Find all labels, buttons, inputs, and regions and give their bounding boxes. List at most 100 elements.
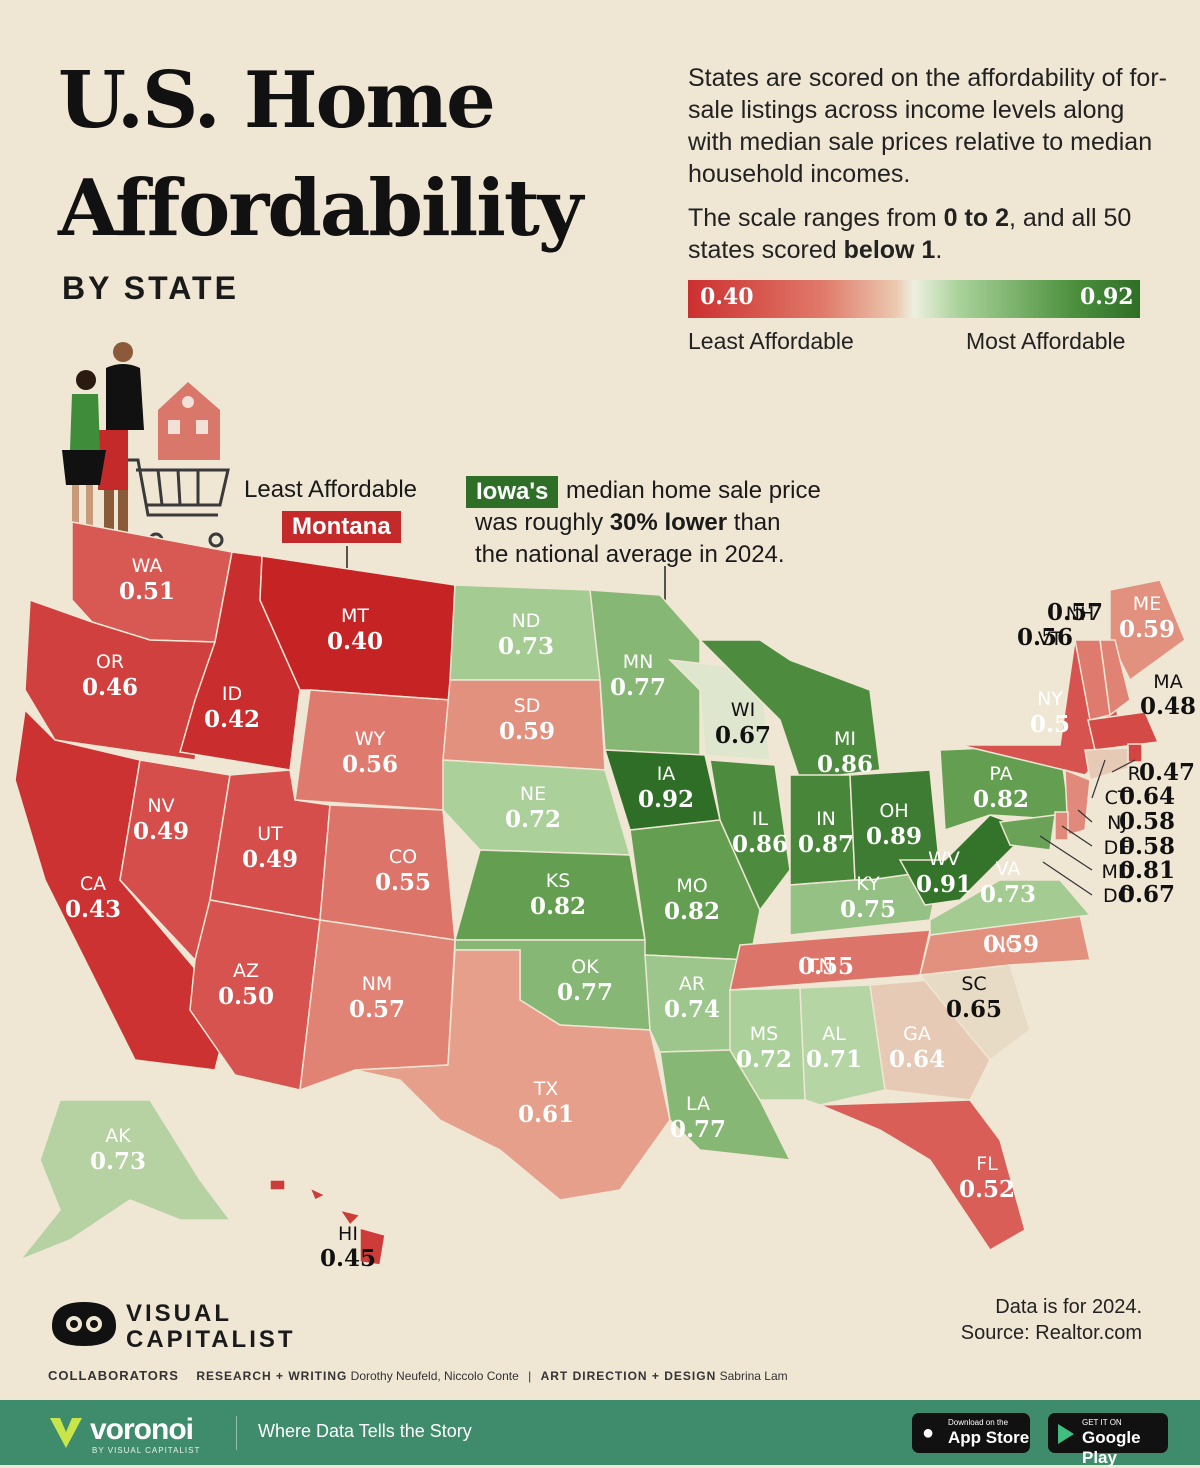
us-affordability-map: WA0.51OR0.46CA0.43ID0.42NV0.49MT0.40WY0.…: [14, 521, 1196, 1272]
state-label-sd: SD: [514, 695, 541, 717]
state-shape-mi: [698, 639, 881, 781]
visual-capitalist-logo-icon: [52, 1302, 116, 1346]
state-value-ut: 0.49: [242, 846, 298, 873]
state-label-de: DE: [1104, 837, 1131, 859]
state-label-ca: CA: [80, 873, 106, 895]
state-label-ri: RI: [1128, 763, 1147, 785]
state-label-ky: KY: [856, 873, 880, 895]
state-shape-ga: [869, 979, 991, 1101]
state-value-ny: 0.5: [1030, 711, 1070, 738]
visual-capitalist-wordmark: VISUAL CAPITALIST: [126, 1301, 296, 1353]
state-value-ks: 0.82: [530, 893, 586, 920]
state-value-co: 0.55: [375, 869, 431, 896]
state-label-nd: ND: [512, 610, 541, 632]
voronoi-wordmark[interactable]: voronoi: [90, 1413, 194, 1446]
state-value-ne: 0.72: [505, 806, 561, 833]
legend-min-label: Least Affordable: [688, 328, 854, 354]
state-label-mt: MT: [341, 605, 369, 627]
design-label: ART DIRECTION + DESIGN: [540, 1369, 717, 1383]
state-label-va: VA: [996, 858, 1021, 880]
state-label-tx: TX: [533, 1078, 559, 1100]
state-label-ny: NY: [1037, 688, 1063, 710]
credits-separator: |: [528, 1369, 532, 1383]
state-label-az: AZ: [233, 960, 259, 982]
research-names: Dorothy Neufeld, Niccolo Conte: [350, 1369, 519, 1383]
state-label-wi: WI: [731, 699, 755, 721]
leader-line: [1111, 759, 1136, 773]
google-play-icon: [1058, 1424, 1074, 1444]
legend-max-value: 0.92: [1080, 284, 1134, 310]
state-label-nc: NC: [991, 933, 1018, 955]
state-value-ak: 0.73: [90, 1148, 146, 1175]
state-label-vt: VT: [1038, 628, 1063, 650]
state-value-ia: 0.92: [638, 786, 694, 813]
footnote-source: Source: Realtor.com: [960, 1322, 1142, 1344]
state-value-wy: 0.56: [342, 751, 398, 778]
least-affordable-label: Least Affordable: [244, 476, 418, 503]
iowa-tag: Iowa's: [466, 476, 559, 508]
state-value-de: 0.58: [1119, 833, 1175, 860]
state-value-dc: 0.67: [1119, 881, 1175, 908]
state-label-nh: NH: [1066, 603, 1095, 625]
shopping-couple-illustration: [62, 342, 230, 548]
state-label-ma: MA: [1153, 671, 1182, 693]
state-value-ri: 0.47: [1139, 759, 1195, 786]
state-shape-ms: [729, 987, 806, 1101]
state-value-fl: 0.52: [959, 1176, 1015, 1203]
state-label-ct: CT: [1105, 787, 1130, 809]
design-names: Sabrina Lam: [719, 1369, 788, 1383]
state-value-nc: 0.59: [983, 931, 1039, 958]
state-value-mi: 0.86: [817, 751, 873, 778]
google-play-small-text: GET IT ON: [1082, 1418, 1122, 1427]
state-shape-il: [709, 759, 791, 912]
state-label-nm: NM: [362, 973, 393, 995]
state-value-tn: 0.55: [798, 953, 854, 980]
state-value-sd: 0.59: [499, 718, 555, 745]
state-shape-tx: [354, 949, 671, 1201]
page-title-line1: U.S. Home: [58, 55, 496, 146]
page-title-line2: Affordability: [58, 163, 583, 254]
state-label-sc: SC: [961, 973, 986, 995]
footnote-date: Data is for 2024.: [995, 1296, 1142, 1318]
brand-line2: CAPITALIST: [126, 1326, 296, 1353]
state-shape-de: [1054, 811, 1069, 841]
state-shape-in: [789, 774, 856, 886]
state-shape-wy: [294, 689, 451, 811]
state-value-ca: 0.43: [65, 896, 121, 923]
voronoi-subtitle: BY VISUAL CAPITALIST: [92, 1446, 201, 1455]
app-store-button[interactable]: ● Download on the App Store: [912, 1413, 1030, 1453]
state-shape-ca: [14, 708, 231, 1071]
house-icon: [158, 382, 220, 460]
state-value-mt: 0.40: [327, 628, 383, 655]
footnote: Data is for 2024. Source: Realtor.com: [961, 1294, 1142, 1346]
state-label-ga: GA: [903, 1023, 931, 1045]
state-value-nm: 0.57: [349, 996, 405, 1023]
state-value-wi: 0.67: [715, 722, 771, 749]
state-label-mn: MN: [623, 651, 654, 673]
state-label-ut: UT: [257, 823, 283, 845]
state-value-me: 0.59: [1119, 616, 1175, 643]
state-label-la: LA: [686, 1093, 710, 1115]
voronoi-logo-icon: [50, 1418, 82, 1448]
state-shapes: [14, 521, 1186, 1266]
state-value-nv: 0.49: [133, 818, 189, 845]
state-label-id: ID: [222, 683, 242, 705]
google-play-button[interactable]: GET IT ON Google Play: [1048, 1413, 1168, 1467]
page-subtitle: BY STATE: [62, 270, 239, 306]
legend-max-label: Most Affordable: [966, 328, 1126, 354]
state-value-ky: 0.75: [840, 896, 896, 923]
iowa-annotation-line1: median home sale price: [566, 477, 821, 504]
state-label-al: AL: [822, 1023, 846, 1045]
state-label-tn: TN: [806, 955, 833, 977]
state-value-la: 0.77: [670, 1116, 726, 1143]
state-value-vt: 0.56: [1017, 624, 1073, 651]
state-shape-al: [799, 984, 886, 1106]
state-label-mi: MI: [834, 728, 856, 750]
state-value-mn: 0.77: [610, 674, 666, 701]
state-label-ia: IA: [657, 763, 676, 785]
state-shape-md: [998, 814, 1056, 851]
collaborators-credits: COLLABORATORS RESEARCH + WRITING Dorothy…: [48, 1368, 788, 1383]
state-label-fl: FL: [976, 1153, 998, 1175]
state-value-wv: 0.91: [916, 871, 972, 898]
leader-line: [1042, 861, 1093, 896]
